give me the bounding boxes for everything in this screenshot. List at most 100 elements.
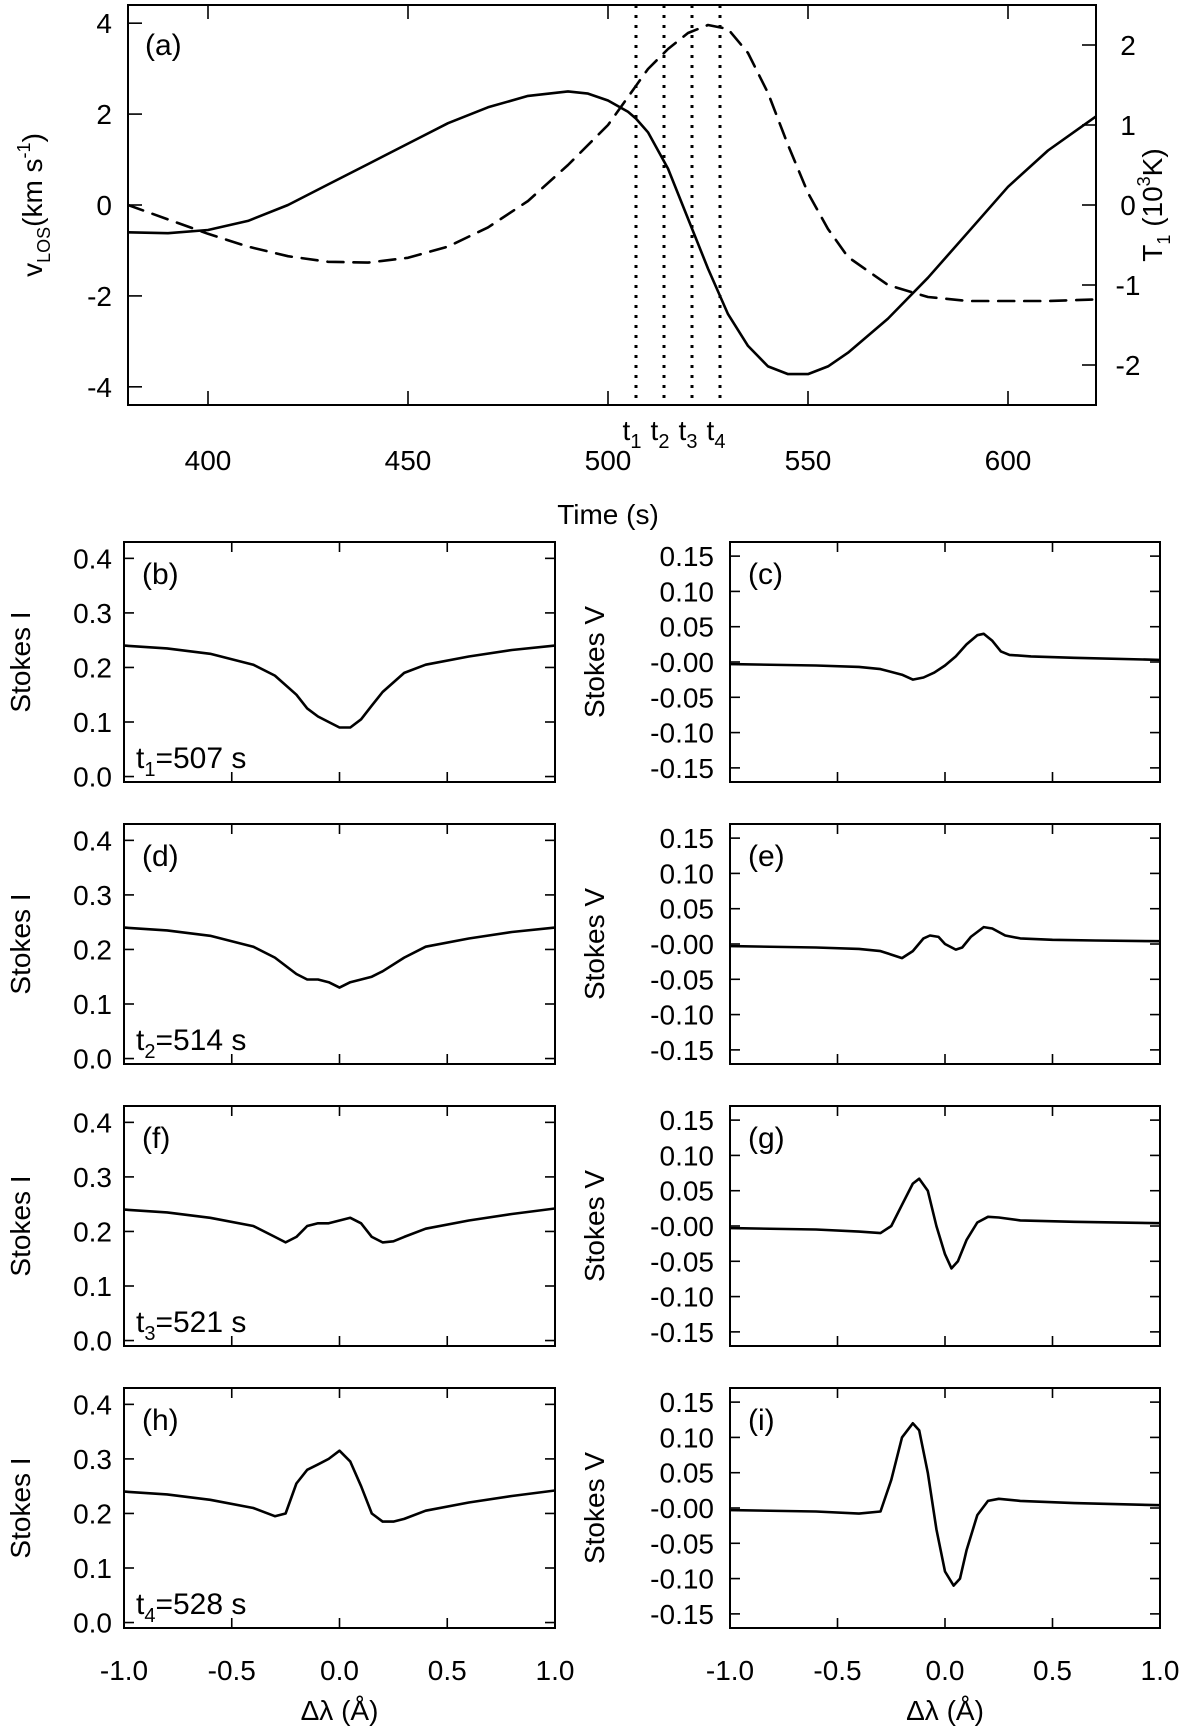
x-tick-label: 1.0 [1141, 1655, 1180, 1686]
annotation-letter: t [136, 742, 145, 775]
y-tick-label-left: 0 [96, 190, 112, 221]
annotation-letter: t [136, 1306, 145, 1339]
x-axis-title-a: Time (s) [557, 499, 659, 530]
stokes-i-curve-f [124, 1207, 555, 1244]
ylabel-unit: (10 [1137, 186, 1168, 234]
panel-label-a: (a) [145, 29, 182, 62]
x-tick-label: 0.0 [926, 1655, 965, 1686]
time-annotation-h: t4=528 s [136, 1588, 246, 1627]
y-tick-label: 0.2 [73, 1498, 112, 1529]
x-tick-label: 1.0 [536, 1655, 575, 1686]
y-tick-label: -0.10 [650, 718, 714, 749]
y-tick-label: 0.4 [73, 1389, 112, 1420]
y-tick-label: 0.2 [73, 652, 112, 683]
y-tick-label-right: -2 [1116, 350, 1141, 381]
time-annotation-f: t3=521 s [136, 1306, 246, 1345]
y-tick-label: 0.2 [73, 934, 112, 965]
marker-subscript: 4 [714, 431, 725, 453]
y-tick-label: 0.15 [660, 1105, 715, 1136]
x-axis-title-h: Δλ (Å) [301, 1695, 379, 1726]
stokes-i-curve-b [124, 644, 555, 729]
y-tick-label: 0.0 [73, 1608, 112, 1639]
annotation-value: =514 s [155, 1024, 246, 1057]
annotation-value: =528 s [155, 1588, 246, 1621]
y-tick-label: 0.05 [660, 1458, 715, 1489]
annotation-value: =507 s [155, 742, 246, 775]
annotation-letter: t [136, 1588, 145, 1621]
stokes-i-curve-d [124, 926, 555, 989]
y-tick-label-right: 0 [1120, 190, 1136, 221]
x-tick-label: 500 [585, 445, 632, 476]
x-tick-label: 400 [185, 445, 232, 476]
plot-frame-c [729, 541, 1161, 783]
y-tick-label: -0.15 [650, 1317, 714, 1348]
stokes-v-curve-e [730, 925, 1160, 960]
plot-frame-i [729, 1387, 1161, 1629]
y-tick-label: 0.3 [73, 880, 112, 911]
x-tick-label: 450 [385, 445, 432, 476]
y-tick-label-right: -1 [1116, 270, 1141, 301]
y-tick-label: 0.0 [73, 762, 112, 793]
annotation-subscript: 2 [144, 1041, 155, 1063]
marker-subscript: 3 [686, 431, 697, 453]
panel-label-c: (c) [748, 558, 783, 591]
y-tick-label-right: 1 [1120, 110, 1136, 141]
y-tick-label: -0.05 [650, 1528, 714, 1559]
y-tick-label-left: -2 [87, 281, 112, 312]
y-tick-label: 0.10 [660, 1140, 715, 1171]
y-tick-label: -0.10 [650, 1000, 714, 1031]
x-tick-label: -0.5 [813, 1655, 861, 1686]
y-tick-label: 0.1 [73, 989, 112, 1020]
y-axis-title-d: Stokes I [5, 893, 36, 994]
y-tick-label: 0.3 [73, 1444, 112, 1475]
y-tick-label: -0.05 [650, 682, 714, 713]
x-tick-label: -1.0 [100, 1655, 148, 1686]
panel-label-g: (g) [748, 1122, 785, 1155]
panel-label-e: (e) [748, 840, 785, 873]
marker-letter: t [623, 415, 631, 446]
y-tick-label: -0.10 [650, 1282, 714, 1313]
annotation-subscript: 4 [144, 1605, 155, 1627]
x-tick-label: 0.5 [1033, 1655, 1072, 1686]
y-tick-label: 0.05 [660, 894, 715, 925]
y-tick-label: -0.00 [650, 929, 714, 960]
ylabel-main: v [17, 263, 48, 277]
y-tick-label: 0.1 [73, 707, 112, 738]
time-annotation-d: t2=514 s [136, 1024, 246, 1063]
y-tick-label: -0.15 [650, 1599, 714, 1630]
annotation-value: =521 s [155, 1306, 246, 1339]
y-axis-title-g: Stokes V [579, 1170, 610, 1282]
annotation-letter: t [136, 1024, 145, 1057]
ylabel-sub: 1 [1154, 235, 1174, 245]
x-tick-label: 0.5 [428, 1655, 467, 1686]
ylabel-sub: LOS [34, 227, 54, 263]
time-marker-label-4: t4 [707, 415, 726, 453]
marker-subscript: 1 [630, 431, 641, 453]
y-tick-label: 0.10 [660, 576, 715, 607]
y-tick-label: 0.10 [660, 858, 715, 889]
panel-label-h: (h) [142, 1404, 179, 1437]
y-tick-label-left: -4 [87, 372, 112, 403]
x-tick-label: 600 [985, 445, 1032, 476]
y-tick-label: 0.05 [660, 1176, 715, 1207]
y-tick-label: 0.1 [73, 1553, 112, 1584]
y-tick-label: 0.0 [73, 1044, 112, 1075]
y-tick-label: -0.00 [650, 1493, 714, 1524]
y-tick-label: -0.00 [650, 647, 714, 678]
x-tick-label: -0.5 [208, 1655, 256, 1686]
y-tick-label: -0.00 [650, 1211, 714, 1242]
y-axis-title-right: T1 (103K) [1134, 148, 1174, 261]
y-axis-title-i: Stokes V [579, 1452, 610, 1564]
panel-label-d: (d) [142, 840, 179, 873]
y-axis-title-left: vLOS(km s-1) [14, 133, 54, 277]
ylabel-unit: (km s [17, 158, 48, 226]
stokes-v-curve-c [730, 632, 1160, 681]
y-tick-label: -0.15 [650, 753, 714, 784]
panel-label-f: (f) [142, 1122, 170, 1155]
y-tick-label-left: 4 [96, 8, 112, 39]
y-tick-label: 0.05 [660, 612, 715, 643]
y-tick-label: -0.05 [650, 964, 714, 995]
y-tick-label: -0.05 [650, 1246, 714, 1277]
y-tick-label: 0.0 [73, 1326, 112, 1357]
